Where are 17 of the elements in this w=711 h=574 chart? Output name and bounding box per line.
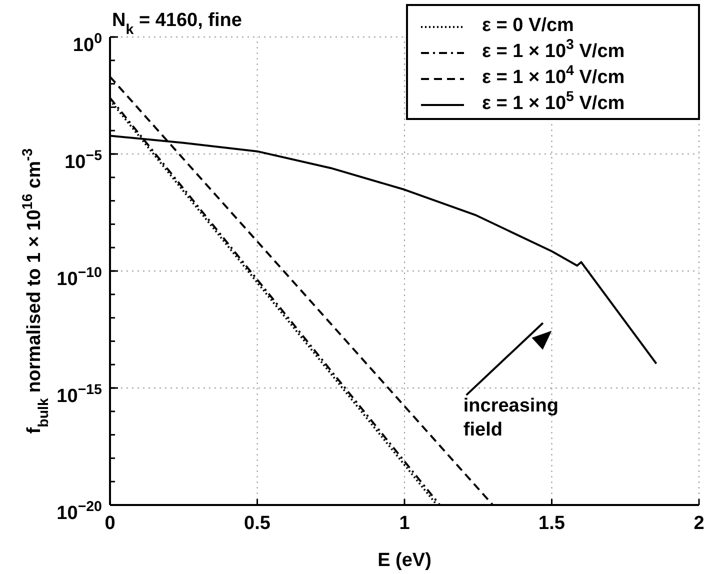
legend-label: ε = 1 × 10$^{5}$ V/cm — [482, 89, 625, 114]
y-tick-label: 10$^{0}$ — [72, 31, 102, 56]
chart-title: N$_{k}$ = 4160, fine — [112, 10, 242, 38]
x-tick-label: 0 — [104, 513, 116, 534]
x-tick-label: 1 — [399, 513, 410, 534]
x-axis-title: E (eV) — [378, 550, 432, 571]
x-tick-label: 2 — [694, 513, 704, 534]
annotation: increasing field — [463, 395, 558, 440]
x-tick-label: 0.5 — [244, 513, 271, 534]
legend-label: ε = 0 V/cm — [482, 15, 574, 36]
legend-label: ε = 1 × 10$^{3}$ V/cm — [482, 37, 625, 62]
x-tick-label: 1.5 — [538, 513, 566, 534]
y-tick-label: 10$^{−15}$ — [56, 382, 102, 407]
y-tick-label: 10$^{−5}$ — [64, 148, 102, 173]
legend-label: ε = 1 × 10$^{4}$ V/cm — [482, 63, 625, 88]
y-tick-label: 10$^{−20}$ — [56, 499, 102, 524]
y-tick-label: 10$^{−10}$ — [56, 265, 102, 290]
